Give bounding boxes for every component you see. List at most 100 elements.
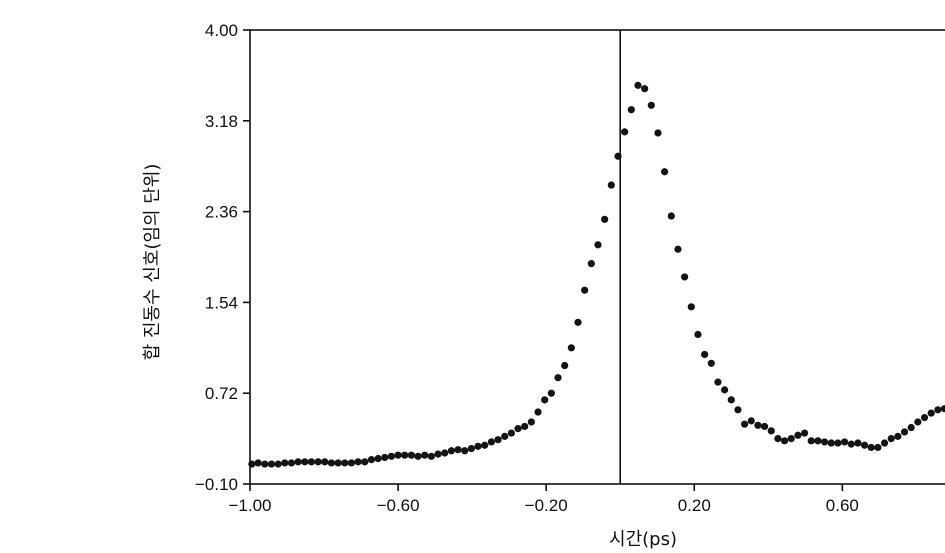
x-tick-labels: −1.00 −0.60 −0.20 0.20 0.60 — [228, 496, 858, 515]
data-point — [607, 181, 615, 189]
data-point — [847, 440, 855, 448]
data-point — [554, 374, 562, 382]
data-point — [401, 451, 409, 459]
data-point — [854, 439, 862, 447]
data-point — [594, 241, 602, 249]
data-point — [814, 437, 822, 445]
data-point — [887, 435, 895, 443]
data-point — [547, 389, 555, 397]
data-point — [934, 406, 942, 414]
data-point — [900, 428, 909, 436]
data-point — [521, 422, 529, 431]
data-point — [267, 460, 276, 468]
data-point — [514, 425, 522, 433]
data-point — [734, 406, 742, 414]
y-tick-label: 3.18 — [205, 112, 238, 131]
data-point — [367, 456, 376, 464]
data-point — [294, 458, 302, 466]
data-point — [574, 318, 582, 326]
data-point — [707, 359, 715, 367]
x-tick-label: −0.20 — [525, 496, 568, 515]
data-point — [274, 460, 282, 468]
data-point — [314, 458, 322, 466]
data-point — [361, 458, 369, 466]
data-point — [940, 405, 945, 413]
data-point — [767, 427, 775, 435]
data-point — [641, 85, 649, 93]
data-point — [760, 422, 769, 431]
data-point — [461, 447, 469, 455]
y-tick-label: 2.36 — [205, 203, 238, 222]
data-point — [654, 129, 662, 137]
data-point — [434, 450, 442, 458]
data-point — [694, 330, 702, 339]
data-point — [780, 437, 789, 445]
data-point — [874, 443, 882, 452]
data-point — [354, 458, 362, 466]
axis-ticks — [243, 29, 844, 491]
data-point — [634, 81, 642, 89]
data-point — [820, 438, 829, 446]
data-point — [387, 452, 396, 460]
y-tick-label: 1.54 — [205, 293, 238, 312]
data-point — [287, 459, 296, 467]
y-tick-label: −0.10 — [195, 475, 238, 494]
data-point — [487, 438, 495, 446]
data-point — [721, 386, 729, 394]
data-point — [747, 417, 755, 425]
data-point — [701, 350, 709, 359]
data-point — [774, 435, 782, 443]
data-point — [494, 436, 502, 444]
data-point — [787, 435, 795, 443]
data-point — [647, 101, 655, 109]
data-point — [800, 429, 809, 437]
data-point — [914, 418, 922, 426]
data-point — [421, 451, 429, 459]
data-point — [727, 396, 735, 404]
data-point — [501, 432, 509, 440]
data-point — [621, 128, 629, 136]
data-point — [601, 215, 609, 223]
data-point — [754, 421, 762, 429]
y-tick-label: 4.00 — [205, 21, 238, 40]
data-point — [414, 452, 422, 460]
y-tick-label: 0.72 — [205, 384, 238, 403]
data-point — [840, 438, 849, 446]
data-point — [741, 420, 749, 428]
data-point — [794, 431, 802, 439]
data-point — [807, 437, 815, 445]
data-point — [681, 273, 689, 281]
x-tick-label: 0.20 — [678, 496, 711, 515]
data-point — [467, 444, 475, 453]
data-point — [334, 459, 342, 467]
data-point — [920, 413, 929, 422]
data-point — [867, 443, 875, 452]
data-point — [454, 446, 462, 454]
data-points — [248, 81, 945, 468]
data-point — [394, 451, 402, 459]
data-point — [447, 447, 455, 455]
data-point — [381, 453, 389, 462]
data-point — [254, 459, 262, 467]
data-point — [261, 460, 269, 468]
data-point — [281, 459, 289, 467]
data-point — [374, 454, 382, 463]
y-axis-label: 합 진동수 신호(임의 단위) — [142, 164, 163, 361]
data-point — [307, 458, 316, 466]
x-axis-label: 시간(ps) — [609, 529, 677, 550]
data-point — [581, 286, 589, 294]
data-point — [834, 439, 842, 447]
data-point — [567, 344, 575, 352]
data-point — [341, 459, 349, 467]
x-tick-label: 0.60 — [826, 496, 859, 515]
x-tick-label: −1.00 — [228, 496, 271, 515]
data-point — [327, 459, 336, 467]
data-point — [301, 458, 309, 466]
data-point — [441, 449, 449, 457]
x-tick-label: −0.60 — [377, 496, 420, 515]
data-point — [661, 168, 669, 176]
data-point — [667, 212, 675, 220]
data-point — [507, 429, 515, 437]
data-point — [541, 396, 549, 404]
